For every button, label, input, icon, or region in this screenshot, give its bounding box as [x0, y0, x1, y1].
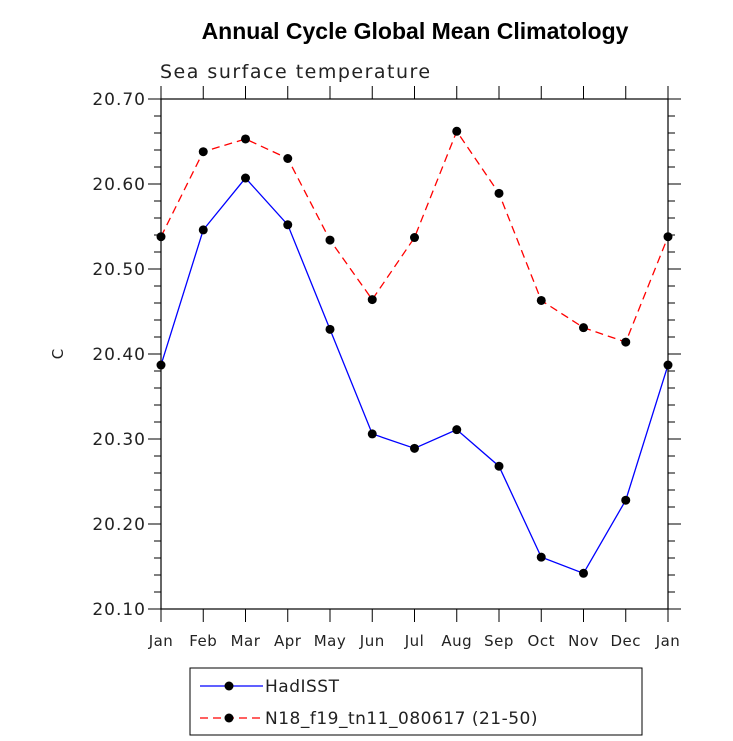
- y-axis-label: C: [49, 349, 67, 359]
- data-series: [156, 126, 673, 578]
- plot-frame: [160, 98, 669, 610]
- x-tick-label: Aug: [441, 632, 472, 650]
- data-point-series-0: [494, 461, 504, 471]
- x-tick-label: Mar: [231, 632, 261, 650]
- chart-title: Annual Cycle Global Mean Climatology: [202, 18, 629, 44]
- y-tick-label: 20.50: [92, 260, 146, 280]
- data-point-series-0: [536, 552, 546, 562]
- data-point-series-1: [536, 295, 546, 305]
- data-point-series-0: [621, 495, 631, 505]
- data-point-series-1: [156, 232, 166, 242]
- y-tick-label: 20.30: [92, 430, 146, 450]
- data-point-series-0: [156, 360, 166, 370]
- data-point-series-0: [283, 220, 293, 230]
- data-point-series-1: [494, 188, 504, 198]
- data-point-series-1: [198, 147, 208, 157]
- legend-marker-0: [224, 681, 234, 691]
- x-tick-label: Sep: [484, 632, 514, 650]
- x-tick-label: Oct: [528, 632, 555, 650]
- data-point-series-1: [579, 323, 588, 333]
- x-tick-label: Jul: [404, 632, 425, 650]
- data-point-series-1: [241, 134, 250, 144]
- data-point-series-1: [621, 337, 631, 347]
- x-tick-label: Dec: [610, 632, 641, 650]
- x-tick-label: Jun: [359, 632, 385, 650]
- y-tick-label: 20.10: [92, 600, 146, 620]
- data-point-series-0: [579, 568, 588, 578]
- data-point-series-1: [663, 232, 673, 242]
- data-point-series-0: [663, 360, 673, 370]
- legend: HadISST N18_f19_tn11_080617 (21-50): [200, 677, 538, 729]
- y-tick-label: 20.40: [92, 345, 146, 365]
- x-tick-label: May: [314, 632, 347, 650]
- x-tick-label: Nov: [568, 632, 599, 650]
- data-point-series-1: [452, 126, 462, 136]
- data-point-series-0: [410, 443, 419, 453]
- x-tick-label: Feb: [189, 632, 217, 650]
- data-point-series-0: [241, 173, 250, 183]
- data-point-series-0: [325, 324, 335, 334]
- legend-marker-1: [224, 713, 234, 723]
- data-point-series-1: [367, 295, 377, 305]
- data-point-series-0: [198, 225, 208, 235]
- y-tick-label: 20.20: [92, 515, 146, 535]
- x-tick-label: Apr: [274, 632, 302, 650]
- x-tick-label: Jan: [655, 632, 681, 650]
- data-point-series-1: [325, 235, 335, 245]
- legend-box: [189, 667, 643, 736]
- data-point-series-1: [410, 233, 419, 243]
- legend-label-0: HadISST: [265, 677, 340, 697]
- legend-label-1: N18_f19_tn11_080617 (21-50): [265, 709, 538, 729]
- data-point-series-0: [367, 429, 377, 439]
- x-tick-label: Jan: [148, 632, 174, 650]
- chart-subtitle: Sea surface temperature: [160, 61, 432, 83]
- y-tick-label: 20.60: [92, 175, 146, 195]
- axes-ticks: 20.10 20.20 20.30 20.40 20.50 20.60 20.70 Jan Fe…: [92, 86, 681, 650]
- data-point-series-1: [283, 154, 293, 163]
- y-tick-label: 20.70: [92, 90, 146, 110]
- data-point-series-0: [452, 425, 462, 435]
